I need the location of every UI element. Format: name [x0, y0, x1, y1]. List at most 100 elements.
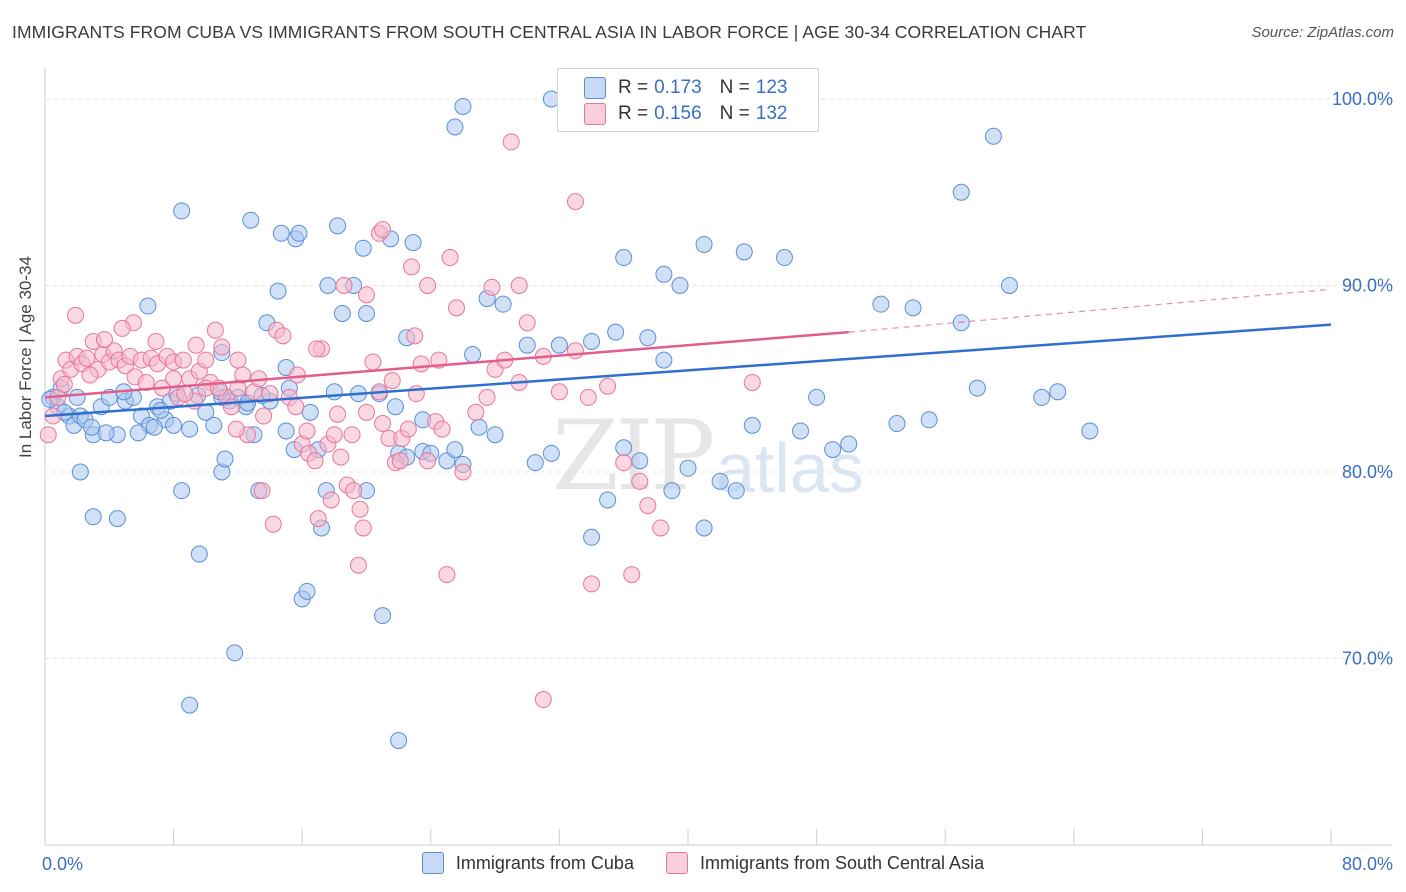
chart-source: Source: ZipAtlas.com — [1251, 24, 1394, 41]
cuba-point — [655, 351, 673, 369]
cuba-point — [242, 211, 260, 229]
cuba-point — [290, 224, 308, 242]
sca-trend-extension — [848, 288, 1332, 333]
x-tick-label: 80.0% — [1342, 854, 1393, 874]
cuba-point — [671, 277, 689, 294]
sca-point — [518, 314, 536, 332]
sca-point — [391, 452, 409, 470]
legend-row-cuba: R = 0.173 N = 123 — [584, 76, 805, 100]
cuba-point — [904, 299, 922, 317]
cuba-point — [319, 277, 337, 294]
sca-point — [743, 373, 761, 391]
sca-point — [274, 327, 292, 345]
cuba-point — [145, 418, 163, 436]
sca-point — [351, 500, 369, 518]
sca-point — [349, 556, 367, 574]
sca-point — [566, 342, 584, 360]
sca-point — [358, 403, 375, 421]
legend-n-value-cuba: 123 — [755, 77, 788, 98]
cuba-point — [599, 491, 617, 509]
legend-swatch-sca — [584, 103, 606, 125]
sca-point — [67, 306, 85, 324]
cuba-trend-line — [44, 323, 1332, 418]
sca-point — [197, 351, 215, 369]
cuba-point — [968, 379, 986, 397]
cuba-point — [615, 439, 633, 457]
sca-point — [364, 353, 382, 371]
cuba-point — [743, 416, 761, 434]
series-legend-label-cuba: Immigrants from Cuba — [455, 852, 634, 873]
sca-point — [288, 366, 306, 384]
cuba-point — [607, 323, 625, 341]
sca-point — [467, 403, 485, 421]
sca-point — [306, 452, 324, 470]
y-tick-label: 80.0% — [1342, 462, 1393, 482]
cuba-point — [181, 696, 199, 714]
cuba-point — [446, 118, 464, 136]
sca-point — [583, 575, 601, 593]
sca-point — [345, 482, 363, 500]
sca-point — [615, 454, 633, 472]
legend-r-label: R = — [618, 103, 649, 124]
series-legend-swatch-cuba — [421, 852, 444, 874]
chart-title: IMMIGRANTS FROM CUBA VS IMMIGRANTS FROM … — [12, 22, 1087, 42]
sca-point — [448, 299, 466, 317]
cuba-point — [550, 336, 568, 354]
sca-point — [113, 319, 131, 337]
cuba-point — [205, 416, 223, 434]
x-tick-label: 0.0% — [42, 854, 83, 874]
cuba-point — [1033, 388, 1051, 406]
cuba-point — [952, 183, 970, 201]
sca-point — [403, 258, 421, 276]
cuba-point — [920, 411, 938, 429]
cuba-point — [735, 243, 753, 261]
sca-point — [510, 277, 528, 294]
sca-point — [287, 398, 305, 416]
series-legend-item-sca[interactable]: Immigrants from South Central Asia — [665, 852, 984, 874]
cuba-point — [277, 422, 295, 440]
stats-legend: R = 0.173 N = 123 R = 0.156 N = 132 — [557, 68, 819, 132]
cuba-point — [888, 415, 906, 433]
legend-r-value-cuba: 0.173 — [654, 77, 702, 98]
sca-trend-line — [44, 330, 849, 399]
sca-point — [261, 385, 279, 403]
cuba-point — [615, 249, 633, 267]
sca-point — [229, 351, 247, 369]
sca-point — [454, 463, 472, 481]
sca-point — [298, 422, 316, 440]
cuba-point — [518, 336, 536, 354]
legend-n-label: N = — [719, 77, 750, 98]
cuba-point — [68, 388, 86, 406]
cuba-point — [663, 482, 681, 500]
sca-point — [399, 420, 417, 438]
series-legend-item-cuba[interactable]: Immigrants from Cuba — [421, 852, 634, 874]
cuba-point — [711, 472, 729, 490]
sca-point — [534, 691, 552, 709]
cuba-point — [840, 435, 858, 453]
sca-point — [332, 448, 350, 466]
sca-point — [354, 519, 372, 537]
cuba-point — [1001, 277, 1018, 294]
sca-point — [165, 370, 183, 388]
cuba-point — [727, 482, 745, 500]
sca-point — [329, 405, 347, 423]
cuba-point — [301, 403, 319, 421]
cuba-point — [325, 383, 343, 401]
cuba-point — [108, 510, 126, 528]
cuba-point — [272, 224, 290, 242]
cuba-point — [464, 346, 482, 364]
cuba-point — [173, 202, 191, 220]
cuba-point — [583, 528, 601, 546]
series-legend: Immigrants from Cuba Immigrants from Sou… — [0, 852, 1406, 874]
cuba-point — [655, 265, 673, 283]
cuba-point — [216, 450, 234, 468]
sca-point — [483, 278, 501, 296]
sca-point — [631, 472, 649, 490]
cuba-point — [333, 304, 351, 322]
cuba-point — [775, 249, 793, 267]
y-tick-label: 70.0% — [1342, 649, 1393, 669]
sca-point — [406, 327, 424, 345]
sca-point — [55, 375, 73, 393]
sca-point — [176, 385, 194, 403]
